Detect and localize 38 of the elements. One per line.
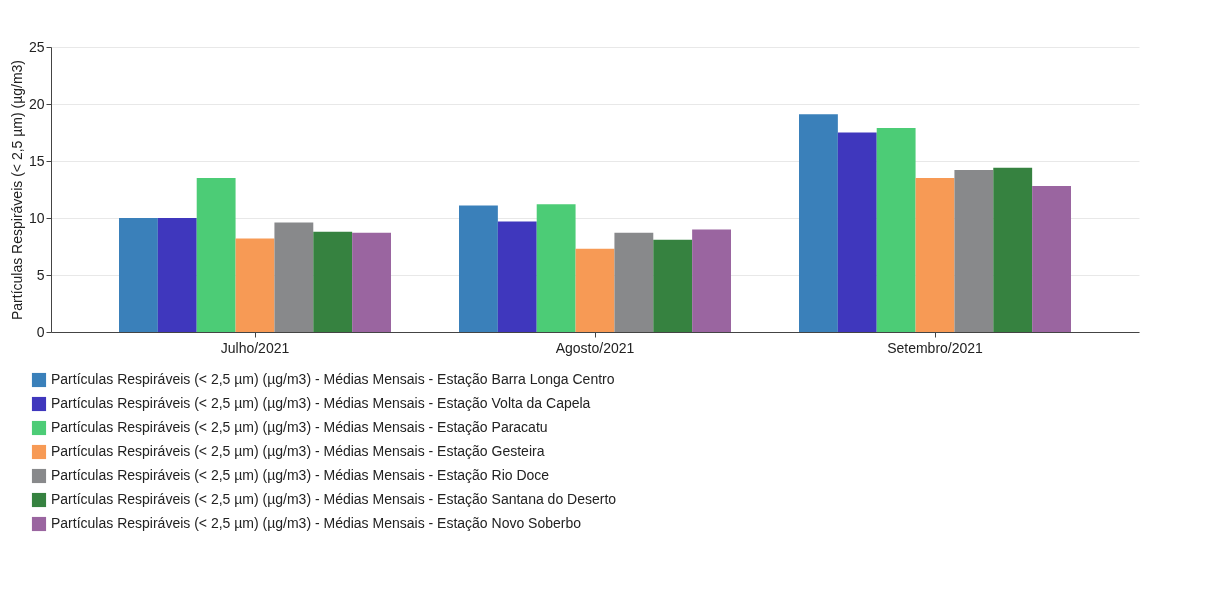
- y-axis-title: Partículas Respiráveis (< 2,5 µm) (µg/m3): [8, 59, 25, 321]
- legend-label: Partículas Respiráveis (< 2,5 µm) (µg/m3) - Médias Mensais - Estação Gesteira: [51, 443, 545, 459]
- bar: [497, 221, 537, 332]
- y-tick-label: 20: [28, 95, 45, 112]
- bar: [614, 232, 654, 332]
- bar: [536, 204, 576, 332]
- bar: [313, 231, 353, 332]
- bar: [954, 170, 994, 332]
- legend-label: Partículas Respiráveis (< 2,5 µm) (µg/m3) - Médias Mensais - Estação Santana do Deserto: [51, 491, 617, 507]
- bar: [274, 222, 314, 332]
- bar: [993, 167, 1033, 332]
- bar: [1032, 186, 1071, 332]
- legend-label: Partículas Respiráveis (< 2,5 µm) (µg/m3) - Médias Mensais - Estação Paracatu: [51, 419, 548, 435]
- y-tick-label: 10: [28, 209, 45, 226]
- bar: [915, 178, 955, 332]
- bar: [837, 132, 877, 332]
- bar: [575, 248, 615, 332]
- bar: [692, 229, 731, 332]
- y-tick-label: 5: [36, 266, 45, 283]
- bar: [157, 218, 197, 332]
- y-tick-label: 25: [28, 38, 45, 55]
- bar: [352, 232, 391, 332]
- bar: [119, 218, 158, 332]
- bar: [235, 238, 275, 332]
- bar: [799, 114, 838, 332]
- bar: [196, 178, 236, 332]
- x-tick-label: Julho/2021: [220, 339, 290, 356]
- bar: [459, 205, 498, 332]
- x-tick-label: Agosto/2021: [555, 339, 635, 356]
- legend-label: Partículas Respiráveis (< 2,5 µm) (µg/m3) - Médias Mensais - Estação Volta da Capela: [51, 395, 591, 411]
- legend-label: Partículas Respiráveis (< 2,5 µm) (µg/m3) - Médias Mensais - Estação Barra Longa Centro: [51, 371, 615, 387]
- legend-label: Partículas Respiráveis (< 2,5 µm) (µg/m3) - Médias Mensais - Estação Rio Doce: [51, 467, 550, 483]
- y-tick-label: 0: [36, 323, 45, 340]
- bar: [876, 127, 916, 332]
- x-tick-label: Setembro/2021: [887, 339, 984, 356]
- bar: [653, 239, 693, 332]
- legend-label: Partículas Respiráveis (< 2,5 µm) (µg/m3) - Médias Mensais - Estação Novo Soberbo: [51, 515, 582, 531]
- y-tick-label: 15: [28, 152, 45, 169]
